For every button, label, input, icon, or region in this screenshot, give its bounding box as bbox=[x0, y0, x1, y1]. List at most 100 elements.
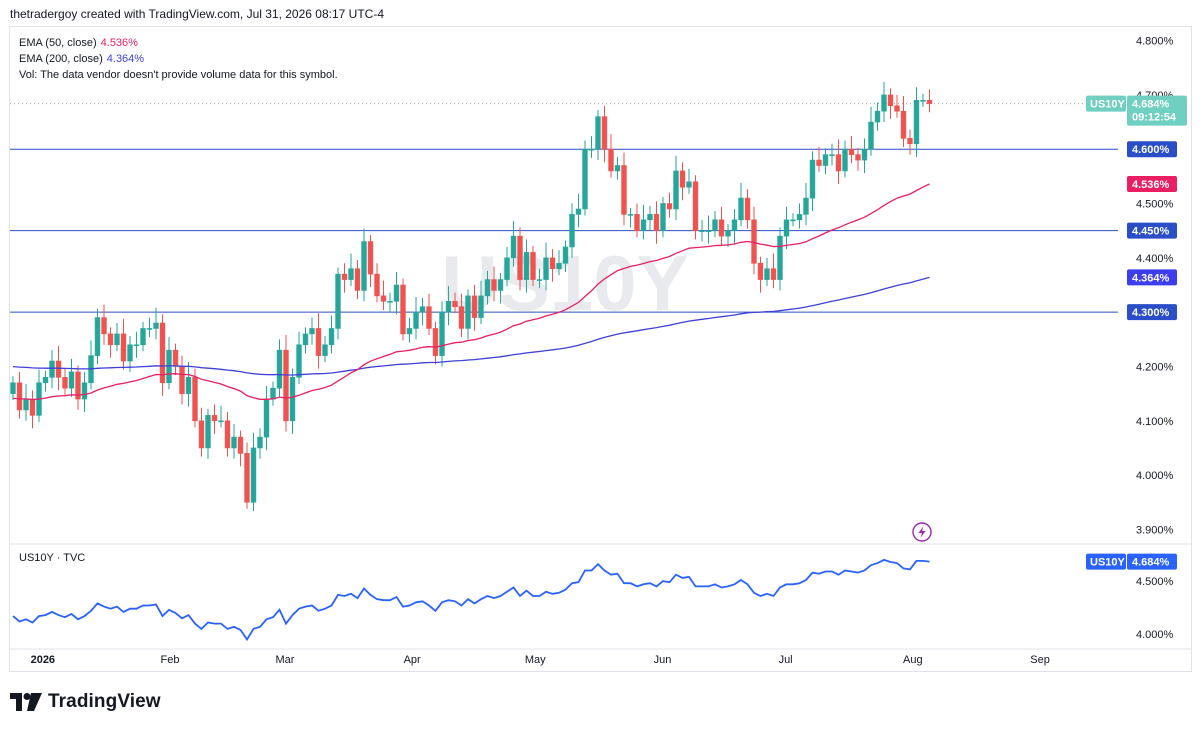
candle[interactable] bbox=[179, 355, 185, 405]
candle[interactable] bbox=[166, 337, 172, 390]
candle[interactable] bbox=[426, 293, 432, 335]
candle[interactable] bbox=[803, 182, 809, 226]
candle[interactable] bbox=[361, 228, 367, 302]
candle[interactable] bbox=[731, 208, 738, 244]
candle[interactable] bbox=[634, 203, 640, 238]
candle[interactable] bbox=[536, 268, 543, 289]
candle[interactable] bbox=[380, 280, 387, 310]
candle[interactable] bbox=[315, 313, 322, 369]
candle[interactable] bbox=[159, 314, 166, 396]
candle[interactable] bbox=[744, 189, 751, 229]
candle[interactable] bbox=[192, 368, 198, 428]
candle[interactable] bbox=[10, 376, 16, 401]
candle[interactable] bbox=[608, 134, 614, 178]
last-price-tag[interactable]: US10Y 4.684%09:12:54 bbox=[1086, 95, 1187, 126]
candle[interactable] bbox=[595, 110, 601, 161]
close-price-line[interactable] bbox=[12, 558, 930, 642]
candle[interactable] bbox=[36, 369, 42, 422]
candle[interactable] bbox=[133, 331, 140, 358]
candle[interactable] bbox=[783, 206, 790, 250]
candle[interactable] bbox=[764, 257, 770, 287]
candle[interactable] bbox=[185, 362, 192, 407]
candle[interactable] bbox=[712, 211, 718, 238]
candle[interactable] bbox=[718, 206, 725, 245]
candle[interactable] bbox=[666, 192, 673, 218]
candle[interactable] bbox=[562, 240, 569, 272]
candle[interactable] bbox=[497, 273, 504, 304]
candle[interactable] bbox=[770, 253, 777, 289]
candle[interactable] bbox=[757, 256, 764, 293]
indicator-price-tag[interactable]: US10Y 4.684% bbox=[1086, 553, 1177, 570]
horizontal-line-price-tag[interactable]: 4.450% bbox=[1127, 222, 1177, 239]
candle[interactable] bbox=[575, 193, 582, 228]
candle[interactable] bbox=[523, 239, 530, 293]
candle[interactable] bbox=[276, 339, 283, 397]
candle[interactable] bbox=[653, 201, 660, 244]
candle[interactable] bbox=[42, 370, 49, 392]
candle[interactable] bbox=[699, 219, 705, 242]
candle[interactable] bbox=[504, 246, 510, 287]
candle[interactable] bbox=[140, 321, 146, 352]
candle[interactable] bbox=[582, 140, 588, 216]
candle[interactable] bbox=[491, 266, 497, 302]
candle[interactable] bbox=[406, 317, 413, 343]
candle[interactable] bbox=[68, 358, 75, 397]
ema200-price-tag[interactable]: 4.364% bbox=[1127, 269, 1177, 286]
candle[interactable] bbox=[127, 336, 133, 372]
candle[interactable] bbox=[822, 148, 829, 175]
candle[interactable] bbox=[211, 404, 218, 434]
horizontal-line-price-tag[interactable]: 4.600% bbox=[1127, 141, 1177, 158]
candle[interactable] bbox=[328, 315, 335, 354]
candle[interactable] bbox=[348, 253, 354, 287]
candle[interactable] bbox=[738, 182, 744, 227]
candle[interactable] bbox=[419, 298, 426, 326]
candle[interactable] bbox=[556, 250, 562, 276]
candle[interactable] bbox=[413, 296, 419, 340]
candle[interactable] bbox=[809, 151, 816, 212]
candle[interactable] bbox=[335, 267, 341, 340]
candle[interactable] bbox=[894, 94, 900, 118]
candle[interactable] bbox=[861, 138, 868, 174]
candle[interactable] bbox=[23, 383, 29, 421]
candle[interactable] bbox=[120, 318, 127, 370]
candle[interactable] bbox=[237, 430, 244, 467]
candle[interactable] bbox=[842, 140, 848, 178]
candle[interactable] bbox=[101, 304, 107, 345]
candle[interactable] bbox=[322, 336, 328, 363]
candle[interactable] bbox=[679, 162, 686, 201]
candle[interactable] bbox=[445, 286, 452, 326]
candle[interactable] bbox=[510, 220, 517, 267]
candle[interactable] bbox=[205, 408, 211, 459]
candle[interactable] bbox=[296, 331, 302, 384]
candle[interactable] bbox=[660, 197, 666, 238]
lightning-icon[interactable] bbox=[912, 522, 932, 542]
ema50-legend-row[interactable]: EMA (50, close) 4.536% bbox=[19, 35, 338, 51]
candle[interactable] bbox=[198, 407, 205, 457]
candle[interactable] bbox=[263, 386, 270, 451]
candle[interactable] bbox=[640, 204, 647, 240]
candle[interactable] bbox=[146, 317, 153, 338]
candle[interactable] bbox=[257, 428, 263, 459]
candle[interactable] bbox=[94, 308, 101, 365]
candle[interactable] bbox=[686, 168, 692, 194]
candle[interactable] bbox=[751, 206, 757, 275]
candle[interactable] bbox=[913, 87, 920, 157]
candle[interactable] bbox=[868, 106, 874, 156]
horizontal-line-price-tag[interactable]: 4.300% bbox=[1127, 304, 1177, 321]
candle[interactable] bbox=[244, 442, 250, 509]
candle[interactable] bbox=[588, 136, 595, 158]
ema200-legend-row[interactable]: EMA (200, close) 4.364% bbox=[19, 51, 338, 67]
candle[interactable] bbox=[81, 371, 88, 413]
candle[interactable] bbox=[530, 245, 536, 287]
ema50-price-tag[interactable]: 4.536% bbox=[1127, 175, 1177, 192]
candle[interactable] bbox=[881, 81, 887, 123]
candle[interactable] bbox=[172, 343, 179, 376]
candle[interactable] bbox=[627, 207, 634, 228]
candle[interactable] bbox=[387, 292, 393, 313]
candle[interactable] bbox=[75, 365, 81, 410]
candle[interactable] bbox=[673, 155, 679, 220]
candle[interactable] bbox=[283, 334, 289, 432]
candle[interactable] bbox=[458, 293, 465, 338]
candle[interactable] bbox=[478, 280, 484, 325]
